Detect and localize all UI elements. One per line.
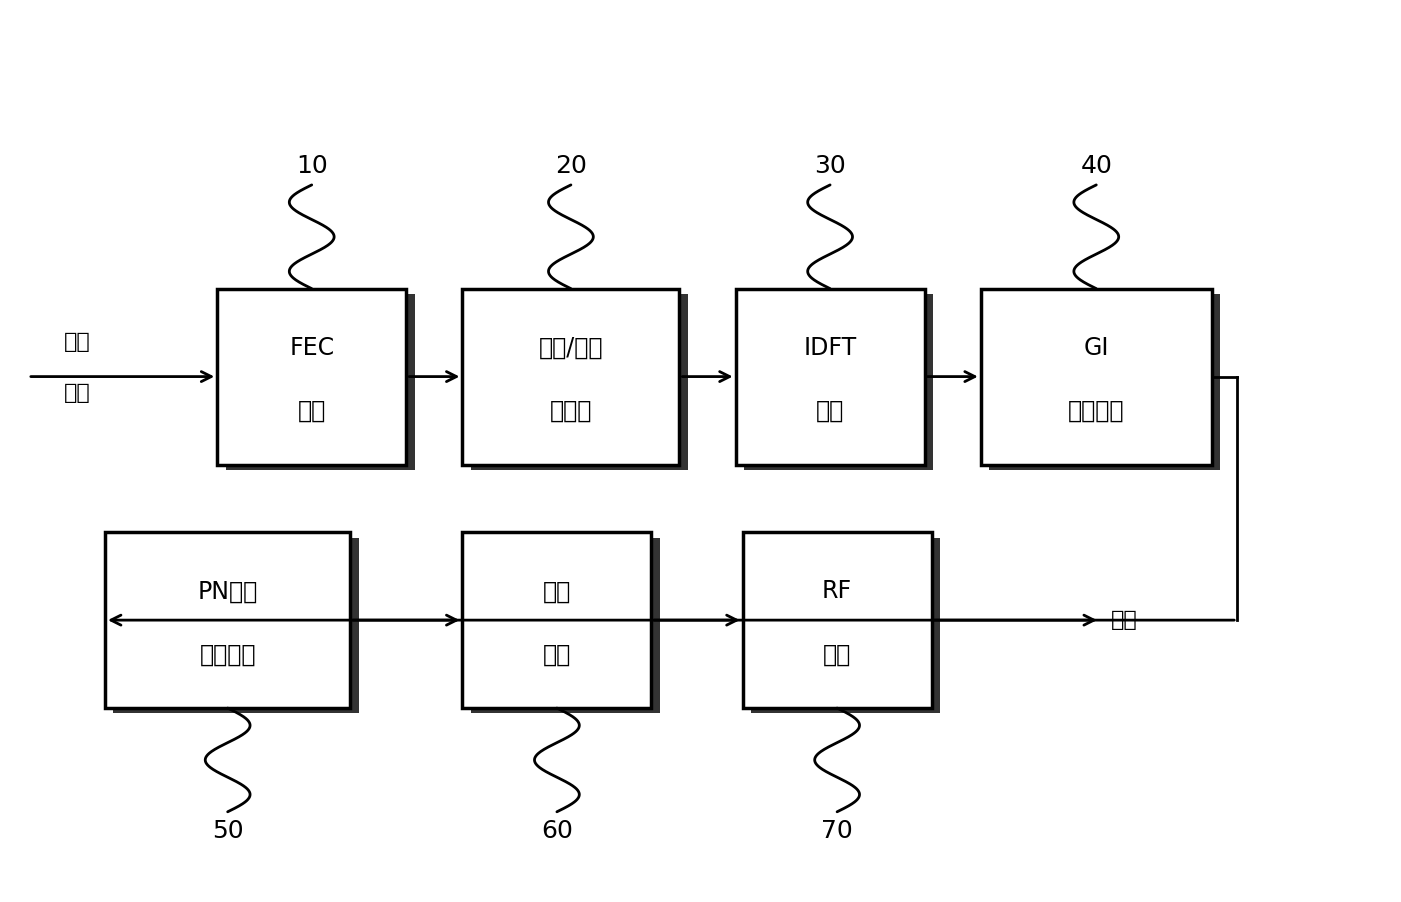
Text: GI: GI [1083, 336, 1110, 360]
Text: 输入: 输入 [63, 332, 91, 353]
Bar [751, 538, 940, 713]
Text: 插入单元: 插入单元 [199, 642, 256, 667]
Text: 40: 40 [1080, 153, 1112, 178]
Text: 60: 60 [541, 819, 573, 843]
Text: 20: 20 [555, 153, 587, 178]
Text: 滤波: 滤波 [542, 579, 572, 603]
Bar [113, 538, 359, 713]
Bar [736, 289, 925, 465]
Text: 信道: 信道 [1111, 610, 1138, 630]
Text: 30: 30 [814, 153, 846, 178]
Text: 70: 70 [821, 819, 853, 843]
Text: IDFT: IDFT [803, 336, 857, 360]
Text: 50: 50 [212, 819, 244, 843]
Text: 单元: 单元 [822, 642, 852, 667]
Text: RF: RF [822, 579, 852, 603]
Text: 单元: 单元 [815, 399, 845, 423]
Bar [981, 289, 1212, 465]
Bar [105, 532, 350, 708]
Bar [462, 289, 679, 465]
Text: 10: 10 [296, 153, 328, 178]
Text: 插入单元: 插入单元 [1068, 399, 1125, 423]
Bar [217, 289, 406, 465]
Text: 数据: 数据 [63, 382, 91, 403]
Text: 串行/并行: 串行/并行 [538, 336, 604, 360]
Bar [989, 294, 1220, 470]
Text: 单元: 单元 [297, 399, 326, 423]
Text: 转换器: 转换器 [549, 399, 593, 423]
Bar [471, 294, 688, 470]
Text: FEC: FEC [289, 336, 335, 360]
Bar [743, 532, 932, 708]
Bar [226, 294, 415, 470]
Bar [471, 538, 660, 713]
Text: PN序列: PN序列 [198, 579, 258, 603]
Text: 单元: 单元 [542, 642, 572, 667]
Bar [744, 294, 933, 470]
Bar [462, 532, 651, 708]
